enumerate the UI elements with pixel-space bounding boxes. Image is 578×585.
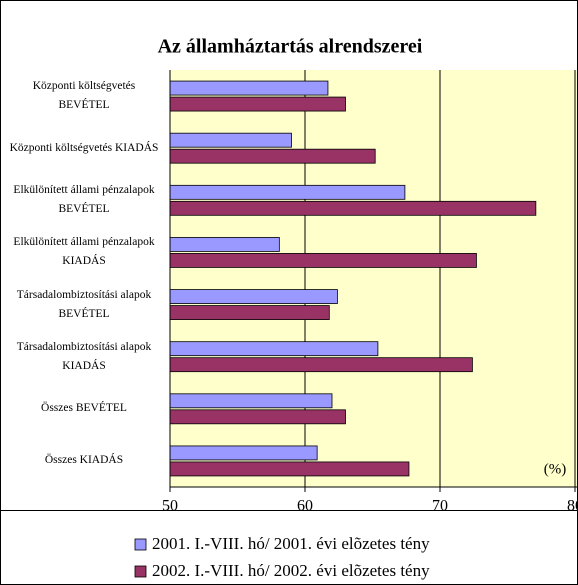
legend-label: 2001. I.-VIII. hó/ 2001. évi elõzetes té… (152, 534, 430, 553)
chart-title: Az államháztartás alrendszerei (158, 36, 423, 58)
x-tick-label: 50 (162, 498, 178, 515)
category-label: Összes KIADÁS (4, 435, 164, 487)
category-text: Elkülönített állami pénzalapok KIADÁS (13, 236, 155, 268)
bar (169, 96, 346, 112)
bar (169, 253, 477, 268)
bar (169, 445, 318, 461)
legend-swatch (134, 538, 147, 551)
category-label: Összes BEVÉTEL (4, 383, 164, 435)
bar (169, 461, 410, 477)
category-text: Társadalombiztosítási alapok KIADÁS (16, 340, 152, 372)
x-tick-label: 60 (297, 498, 313, 515)
category-label: Központi költségvetés BEVÉTEL (4, 70, 164, 122)
category-label: Társadalombiztosítási alapok KIADÁS (4, 331, 164, 383)
category-text: Társadalombiztosítási alapok BEVÉTEL (16, 288, 152, 320)
bar (169, 357, 473, 373)
bar (169, 289, 338, 304)
bar (169, 237, 280, 252)
category-text: Összes BEVÉTEL (41, 402, 127, 415)
bar (169, 80, 329, 96)
legend-label: 2002. I.-VIII. hó/ 2002. évi elõzetes té… (152, 561, 430, 580)
category-text: Elkülönített állami pénzalapok BEVÉTEL (13, 184, 155, 216)
legend-swatch (134, 565, 147, 578)
bar (169, 409, 346, 425)
plot-area (170, 70, 578, 487)
x-tick-label: 80 (567, 498, 578, 515)
category-text: Központi költségvetés KIADÁS (9, 141, 159, 154)
bar (169, 132, 292, 148)
category-text: Összes KIADÁS (44, 454, 124, 467)
category-label: Központi költségvetés KIADÁS (4, 122, 164, 174)
unit-annotation: (%) (544, 461, 567, 477)
bar (169, 341, 379, 357)
bar (169, 393, 333, 409)
bar (169, 200, 537, 216)
bar (169, 184, 406, 200)
x-tick-label: 70 (432, 498, 448, 515)
bar (169, 148, 376, 164)
category-label: Társadalombiztosítási alapok BEVÉTEL (4, 279, 164, 331)
category-label: Elkülönített állami pénzalapok KIADÁS (4, 226, 164, 278)
category-text: Központi költségvetés BEVÉTEL (32, 80, 136, 112)
bar (169, 305, 330, 320)
category-label: Elkülönített állami pénzalapok BEVÉTEL (4, 174, 164, 226)
